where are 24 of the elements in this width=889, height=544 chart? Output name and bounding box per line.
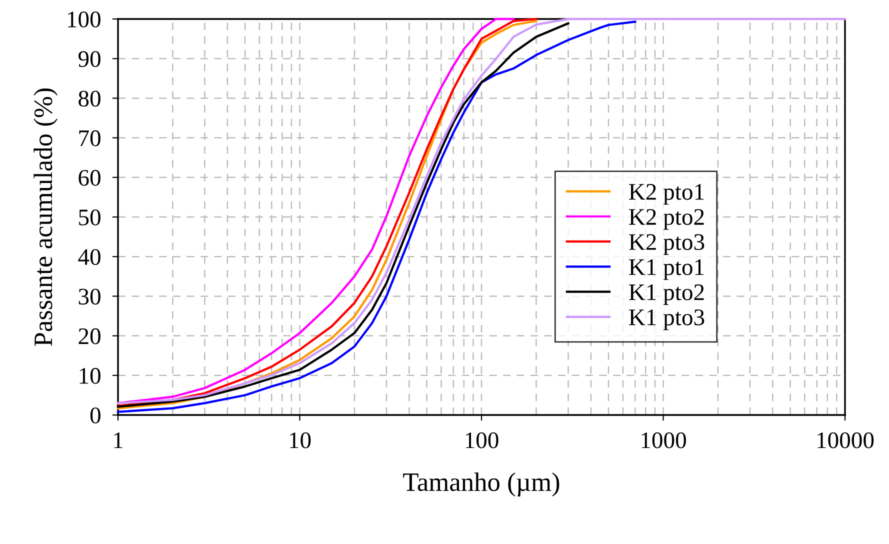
x-axis-title: Tamanho (µm)	[403, 472, 560, 496]
y-tick-label: 90	[78, 51, 100, 68]
x-tick-label: 1	[114, 432, 122, 448]
y-tick-label: 70	[79, 130, 100, 146]
y-tick-label: 20	[78, 328, 100, 344]
y-tick-label: 10	[80, 368, 100, 384]
y-tick-label: 50	[79, 209, 100, 226]
legend-label: K2 pto2	[629, 209, 704, 230]
y-tick-label: 60	[78, 170, 100, 186]
y-tick-label: 40	[78, 249, 100, 266]
y-axis-title: Passante acumulado (%)	[34, 88, 58, 346]
legend-label: K1 pto2	[629, 284, 704, 306]
x-tick-label: 1000	[642, 432, 686, 448]
x-tick-label: 10000	[818, 432, 874, 448]
legend-label: K1 pto1	[629, 259, 704, 280]
legend-label: K1 pto3	[629, 309, 704, 330]
y-tick-label: 0	[90, 407, 100, 424]
x-tick-label: 100	[466, 432, 498, 448]
y-tick-label: 100	[68, 11, 100, 28]
legend-label: K2 pto1	[629, 184, 704, 205]
y-tick-label: 80	[78, 90, 100, 107]
legend-label: K2 pto3	[629, 234, 704, 255]
y-tick-label: 30	[78, 288, 100, 305]
x-tick-label: 10	[290, 432, 311, 448]
